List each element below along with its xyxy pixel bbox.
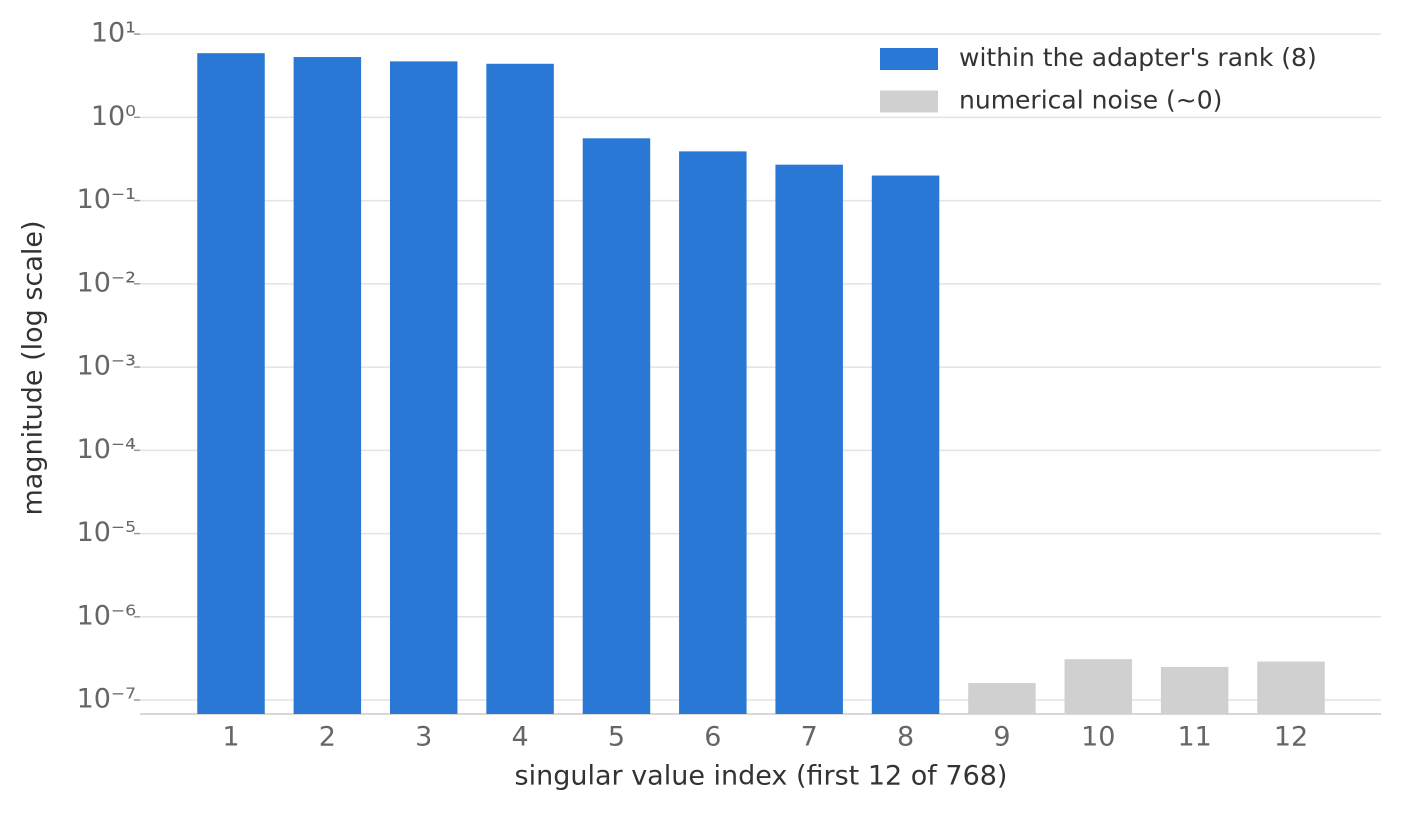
x-tick-label: 3 — [415, 722, 432, 753]
bar — [293, 57, 362, 714]
legend-swatch — [880, 90, 938, 113]
legend-label: within the adapter's rank (8) — [959, 43, 1317, 72]
y-tick-label: 10⁻⁷ — [77, 684, 136, 715]
y-tick-label: 10⁰ — [91, 101, 136, 132]
x-tick-label: 11 — [1177, 722, 1211, 753]
x-axis-label: singular value index (first 12 of 768) — [515, 761, 1008, 792]
x-tick-label: 7 — [801, 722, 818, 753]
y-tick-label: 10⁻³ — [77, 351, 136, 382]
legend-label: numerical noise (~0) — [959, 86, 1222, 115]
bar — [775, 164, 843, 715]
bar — [1160, 666, 1229, 714]
y-tick-label: 10⁻² — [77, 267, 136, 298]
y-tick-label: 10⁻⁵ — [77, 517, 136, 548]
x-tick-label: 1 — [222, 722, 239, 753]
x-tick-label: 6 — [704, 722, 721, 753]
bar — [197, 53, 265, 714]
y-tick-label: 10¹ — [91, 18, 136, 49]
x-tick-label: 9 — [993, 722, 1010, 753]
bar — [582, 138, 651, 715]
bar — [1257, 661, 1325, 714]
bar — [389, 61, 458, 714]
bar — [968, 683, 1036, 714]
y-tick-label: 10⁻¹ — [77, 184, 136, 215]
bar — [871, 175, 940, 714]
x-tick-label: 4 — [511, 722, 528, 753]
y-tick-label: 10⁻⁶ — [77, 600, 136, 631]
x-tick-label: 12 — [1274, 722, 1308, 753]
x-tick-label: 2 — [319, 722, 336, 753]
y-axis-label: magnitude (log scale) — [18, 220, 49, 515]
bar — [1064, 659, 1133, 714]
x-tick-label: 8 — [897, 722, 914, 753]
x-tick-label: 5 — [608, 722, 625, 753]
y-tick-label: 10⁻⁴ — [77, 434, 136, 465]
x-tick-label: 10 — [1081, 722, 1115, 753]
bar — [486, 63, 554, 715]
legend-swatch — [880, 48, 938, 70]
bar — [679, 151, 747, 715]
